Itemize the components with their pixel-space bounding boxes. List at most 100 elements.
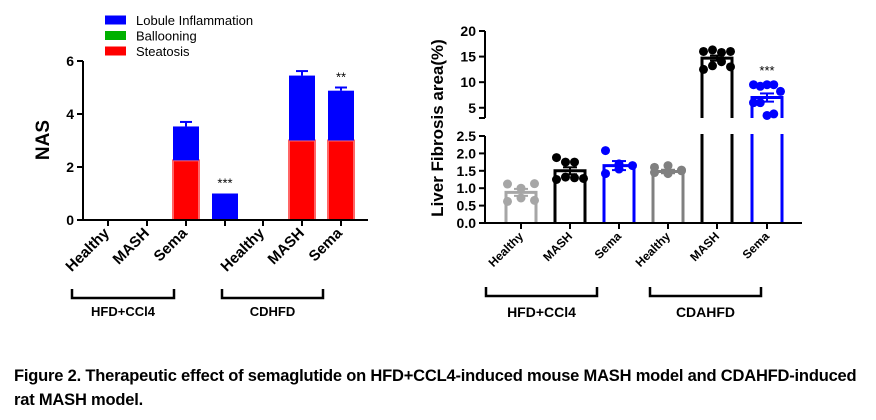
group-brackets: HFD+CCl4 CDAHFD xyxy=(484,287,763,320)
x-tick-label: Sema xyxy=(306,224,347,265)
y-tick-label: 6 xyxy=(66,53,74,69)
bar xyxy=(651,169,685,223)
y-tick-label: 0.5 xyxy=(457,198,477,214)
data-point xyxy=(530,179,539,189)
y-tick-label: 1.0 xyxy=(457,180,477,196)
x-tick-label: Sema xyxy=(592,229,625,262)
data-point xyxy=(699,64,708,74)
data-point xyxy=(516,193,526,203)
data-point xyxy=(561,157,570,167)
axes: 0 2 4 6 xyxy=(66,53,368,228)
x-tick-label: MASH xyxy=(265,225,308,268)
legend-swatch-lobule-inflammation xyxy=(105,15,126,25)
bar-lobule-inflammation xyxy=(328,90,354,141)
group-label: CDHFD xyxy=(250,304,296,319)
data-point xyxy=(552,175,561,184)
data-point xyxy=(579,173,588,183)
data-point xyxy=(628,161,637,171)
data-point xyxy=(663,161,673,171)
x-tick-label: Healthy xyxy=(62,224,113,275)
legend-label: Steatosis xyxy=(136,44,190,59)
y-tick-label: 2 xyxy=(66,159,74,175)
data-point xyxy=(717,47,726,57)
significance-marker: *** xyxy=(217,176,232,191)
legend-swatch-ballooning xyxy=(105,31,126,40)
legend-swatch-steatosis xyxy=(105,46,126,56)
bar-lobule-inflammation xyxy=(173,126,199,161)
bar-steatosis xyxy=(327,139,355,221)
x-tick-label: Healthy xyxy=(486,229,527,270)
y-tick-label: 2.0 xyxy=(457,145,477,161)
x-tick-label: Sema xyxy=(151,224,192,265)
data-point xyxy=(530,195,539,205)
group-label: HFD+CCl4 xyxy=(91,304,156,319)
y-tick-label: 15 xyxy=(460,49,476,65)
group-bracket xyxy=(220,289,325,300)
x-tick-label: Healthy xyxy=(633,229,674,270)
y-tick-label: 4 xyxy=(66,106,74,122)
data-point xyxy=(614,164,624,174)
y-tick-label: 5 xyxy=(468,100,476,116)
x-tick-label: MASH xyxy=(687,229,722,264)
data-point xyxy=(663,169,673,179)
data-point xyxy=(699,46,708,56)
y-tick-label: 2.5 xyxy=(457,128,477,144)
x-tick-label: MASH xyxy=(110,225,153,268)
group-label: CDAHFD xyxy=(676,304,735,320)
group-bracket xyxy=(484,287,599,298)
data-point xyxy=(749,80,758,90)
y-tick-label: 10 xyxy=(460,74,476,90)
x-tick-label: Sema xyxy=(740,229,773,262)
group-brackets: HFD+CCl4 CDHFD xyxy=(70,289,325,319)
y-tick-label: 1.5 xyxy=(457,163,477,179)
legend-label: Ballooning xyxy=(136,29,197,44)
bars: ***** xyxy=(172,70,355,221)
data-point xyxy=(516,183,526,193)
data-point xyxy=(755,98,765,108)
data-point xyxy=(503,179,512,189)
data-point xyxy=(755,81,765,91)
data-point xyxy=(726,46,735,56)
bar-lobule-inflammation xyxy=(212,193,238,220)
data-point xyxy=(749,98,758,108)
y-tick-label: 20 xyxy=(460,23,476,39)
data-point xyxy=(601,169,610,179)
data-point xyxy=(776,86,785,96)
y-tick-label: 0 xyxy=(66,212,74,228)
data-point xyxy=(762,110,772,120)
x-tick-label: Healthy xyxy=(217,224,268,275)
fibrosis-chart: Liver Fibrosis area(%) *** 5 10 15 20 0.00.5… xyxy=(428,23,802,320)
data-point xyxy=(570,173,579,183)
legend-label: Lobule Inflammation xyxy=(136,13,253,28)
bar-steatosis xyxy=(172,159,200,221)
axes: 5 10 15 20 0.00.5 1.01.5 2.02.5 xyxy=(457,23,802,231)
data-point xyxy=(677,165,686,175)
bar-lobule-inflammation xyxy=(289,75,315,141)
significance-marker: ** xyxy=(336,70,346,85)
y-axis-label: Liver Fibrosis area(%) xyxy=(428,39,447,217)
data-point xyxy=(708,61,717,71)
data-point xyxy=(762,80,772,90)
group-bracket xyxy=(648,287,763,298)
data-point xyxy=(708,45,717,55)
figure-caption: Figure 2. Therapeutic effect of semaglut… xyxy=(14,367,857,409)
data-point xyxy=(503,196,512,206)
data-point xyxy=(570,157,579,167)
data-point xyxy=(601,146,610,156)
y-tick-label: 0.0 xyxy=(457,215,477,231)
data-point xyxy=(650,168,659,178)
data-point xyxy=(552,153,561,163)
data-point xyxy=(717,57,726,67)
significance-marker: *** xyxy=(759,63,774,78)
x-tick-label: MASH xyxy=(540,229,575,264)
data-point xyxy=(561,172,570,182)
data-point xyxy=(769,109,779,119)
bars: *** xyxy=(503,45,785,223)
y-axis-label: NAS xyxy=(33,120,54,160)
group-label: HFD+CCl4 xyxy=(507,304,576,320)
data-point xyxy=(726,62,735,72)
